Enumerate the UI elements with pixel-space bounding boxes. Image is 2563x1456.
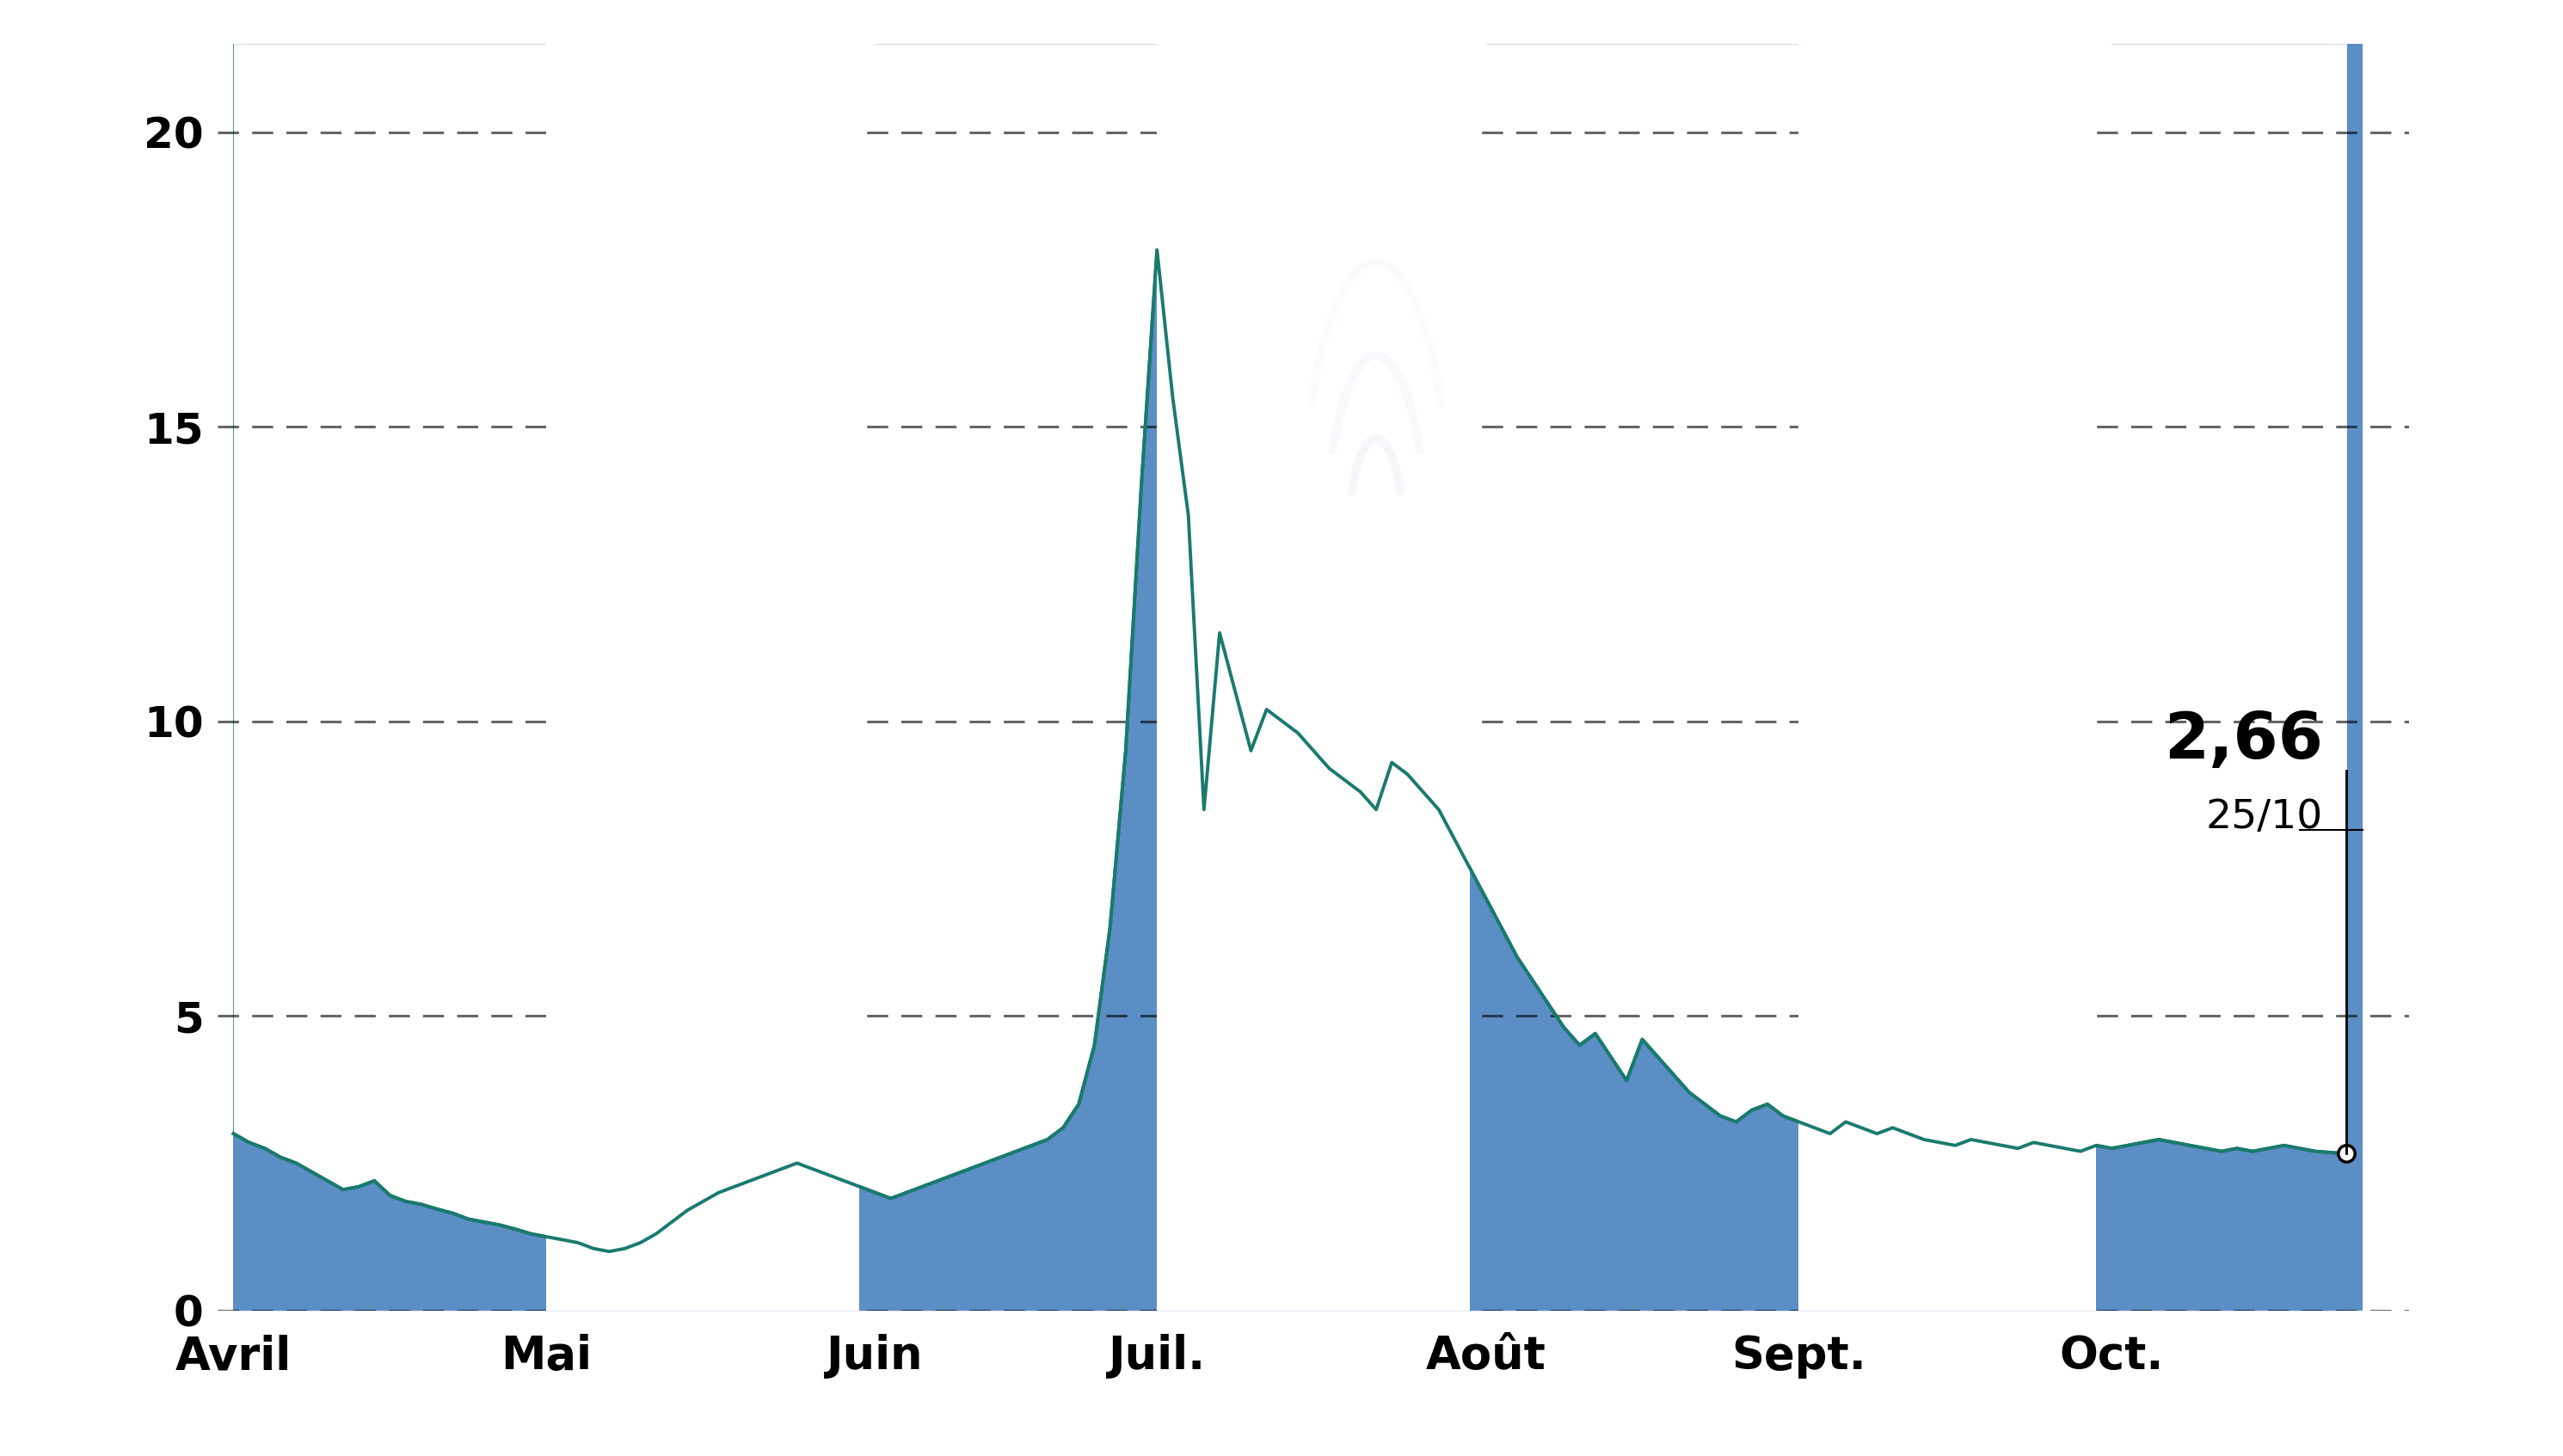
Bar: [233, 44, 546, 1310]
Bar: [874, 44, 1156, 1310]
Text: Zapp Electric Vehicles Group Limited: Zapp Electric Vehicles Group Limited: [364, 23, 2199, 111]
Text: 25/10: 25/10: [2207, 798, 2322, 837]
Text: 2,66: 2,66: [2163, 711, 2322, 773]
Bar: [2112, 44, 2363, 1310]
Bar: [1487, 44, 1799, 1310]
